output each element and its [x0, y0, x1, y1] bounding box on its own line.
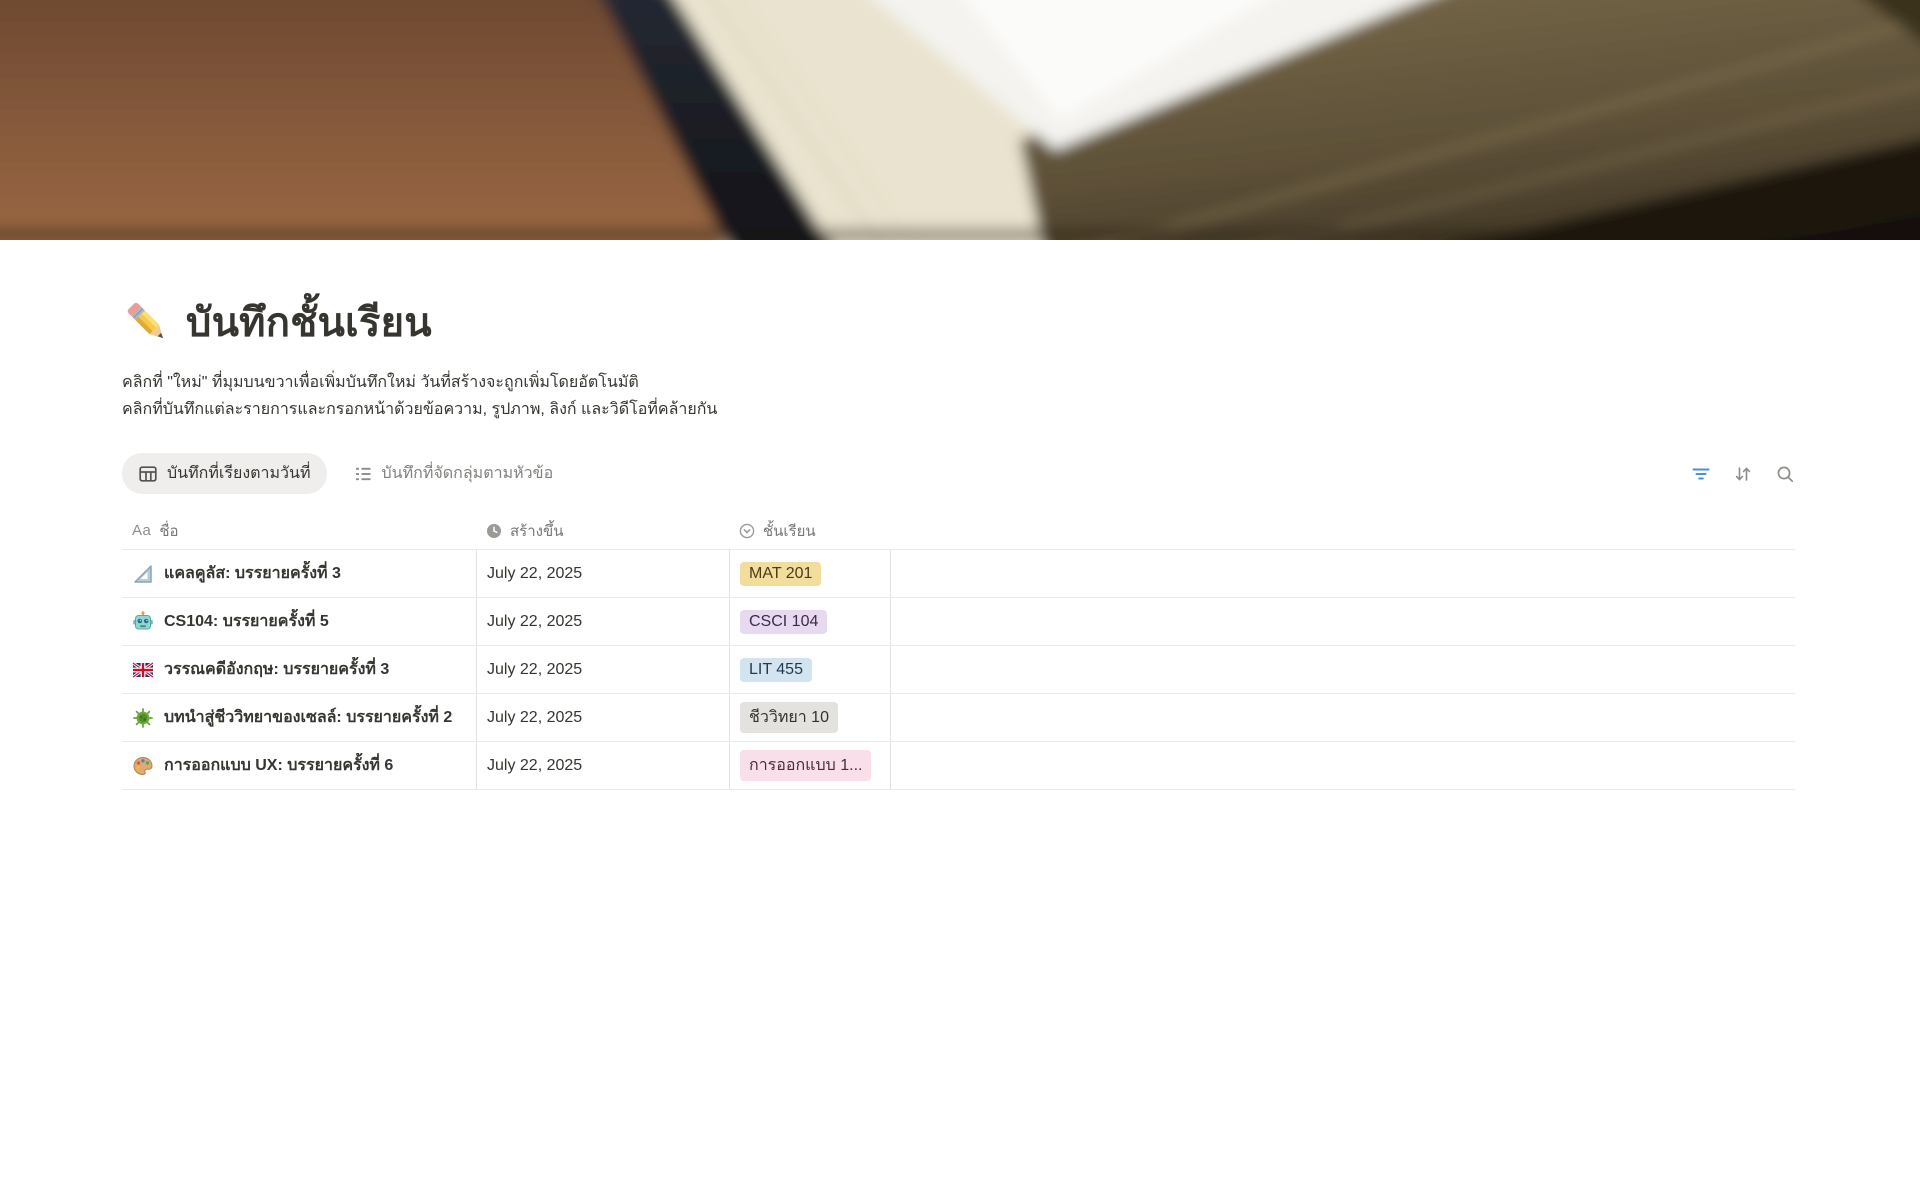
- empty-cell: [890, 742, 1795, 789]
- table-row: บทนำสู่ชีววิทยาของเซลล์: บรรยายครั้งที่ …: [122, 694, 1795, 742]
- column-header-class-label: ชั้นเรียน: [763, 522, 816, 540]
- table-view-icon: [139, 465, 157, 482]
- note-title: วรรณคดีอังกฤษ: บรรยายครั้งที่ 3: [164, 661, 390, 678]
- page-title-row: บันทึกชั้นเรียน: [122, 290, 1795, 354]
- view-tabs: บันทึกที่เรียงตามวันที่ บันทึกที่จัดกลุ่…: [122, 453, 569, 494]
- sort-icon[interactable]: [1733, 464, 1753, 484]
- table-row: การออกแบบ UX: บรรยายครั้งที่ 6 July 22, …: [122, 742, 1795, 790]
- table-row: แคลคูลัส: บรรยายครั้งที่ 3 July 22, 2025…: [122, 550, 1795, 598]
- class-badge[interactable]: LIT 455: [740, 657, 812, 682]
- toolbar-icons: [1691, 464, 1795, 484]
- triangle-ruler-icon: [134, 564, 152, 583]
- created-cell[interactable]: July 22, 2025: [476, 694, 729, 741]
- note-title: แคลคูลัส: บรรยายครั้งที่ 3: [164, 565, 341, 582]
- class-badge[interactable]: ชีววิทยา 10: [740, 702, 838, 733]
- created-cell[interactable]: July 22, 2025: [476, 646, 729, 693]
- class-cell[interactable]: LIT 455: [729, 646, 890, 693]
- palette-icon: [133, 756, 153, 775]
- page-title: บันทึกชั้นเรียน: [186, 301, 432, 345]
- note-title-cell[interactable]: วรรณคดีอังกฤษ: บรรยายครั้งที่ 3: [122, 646, 476, 693]
- tab-table-view-label: บันทึกที่เรียงตามวันที่: [167, 465, 311, 482]
- class-badge[interactable]: CSCI 104: [740, 609, 828, 634]
- class-cell[interactable]: ชีววิทยา 10: [729, 694, 890, 741]
- column-header-class[interactable]: ชั้นเรียน: [729, 512, 890, 549]
- page-description: คลิกที่ "ใหม่" ที่มุมบนขวาเพื่อเพิ่มบันท…: [122, 369, 1795, 423]
- pencil-icon: [127, 302, 164, 339]
- list-view-icon: [355, 467, 371, 480]
- created-cell[interactable]: July 22, 2025: [476, 550, 729, 597]
- table-header-row: Aa ชื่อ สร้างขึ้น ชั้นเรียน: [122, 512, 1795, 550]
- empty-cell: [890, 646, 1795, 693]
- table-row: วรรณคดีอังกฤษ: บรรยายครั้งที่ 3 July 22,…: [122, 646, 1795, 694]
- clock-icon: [487, 523, 501, 538]
- column-header-created[interactable]: สร้างขึ้น: [476, 512, 729, 549]
- note-title: CS104: บรรยายครั้งที่ 5: [164, 613, 329, 630]
- empty-cell: [890, 694, 1795, 741]
- description-line-1: คลิกที่ "ใหม่" ที่มุมบนขวาเพื่อเพิ่มบันท…: [122, 374, 639, 391]
- tab-list-view[interactable]: บันทึกที่จัดกลุ่มตามหัวข้อ: [337, 453, 570, 494]
- column-header-created-label: สร้างขึ้น: [510, 522, 564, 540]
- tab-list-view-label: บันทึกที่จัดกลุ่มตามหัวข้อ: [381, 465, 554, 482]
- book-photo-illustration: [0, 0, 1920, 240]
- created-cell[interactable]: July 22, 2025: [476, 742, 729, 789]
- class-cell[interactable]: การออกแบบ 1...: [729, 742, 890, 789]
- empty-cell: [890, 598, 1795, 645]
- notes-table: Aa ชื่อ สร้างขึ้น ชั้นเรียน: [122, 512, 1795, 790]
- uk-flag-icon: [132, 661, 154, 678]
- class-badge[interactable]: การออกแบบ 1...: [740, 750, 872, 781]
- note-title-cell[interactable]: CS104: บรรยายครั้งที่ 5: [122, 598, 476, 645]
- page-body: บันทึกชั้นเรียน คลิกที่ "ใหม่" ที่มุมบนข…: [0, 290, 1920, 790]
- column-header-name[interactable]: Aa ชื่อ: [122, 512, 476, 549]
- cover-image: [0, 0, 1920, 240]
- note-title: บทนำสู่ชีววิทยาของเซลล์: บรรยายครั้งที่ …: [164, 709, 453, 726]
- class-cell[interactable]: MAT 201: [729, 550, 890, 597]
- robot-icon: [133, 610, 153, 629]
- column-header-name-label: ชื่อ: [159, 522, 179, 540]
- created-cell[interactable]: July 22, 2025: [476, 598, 729, 645]
- note-title-cell[interactable]: แคลคูลัส: บรรยายครั้งที่ 3: [122, 550, 476, 597]
- text-type-icon: Aa: [132, 522, 152, 539]
- class-badge[interactable]: MAT 201: [740, 561, 822, 586]
- search-icon[interactable]: [1775, 464, 1795, 484]
- database-toolbar: บันทึกที่เรียงตามวันที่ บันทึกที่จัดกลุ่…: [122, 453, 1795, 494]
- filter-icon[interactable]: [1691, 464, 1711, 484]
- note-title-cell[interactable]: บทนำสู่ชีววิทยาของเซลล์: บรรยายครั้งที่ …: [122, 694, 476, 741]
- note-title: การออกแบบ UX: บรรยายครั้งที่ 6: [164, 757, 394, 774]
- table-row: CS104: บรรยายครั้งที่ 5 July 22, 2025 CS…: [122, 598, 1795, 646]
- empty-cell: [890, 550, 1795, 597]
- select-type-icon: [739, 523, 755, 538]
- description-line-2: คลิกที่บันทึกแต่ละรายการและกรอกหน้าด้วยข…: [122, 401, 718, 418]
- class-cell[interactable]: CSCI 104: [729, 598, 890, 645]
- note-title-cell[interactable]: การออกแบบ UX: บรรยายครั้งที่ 6: [122, 742, 476, 789]
- column-header-filler: [890, 512, 1795, 549]
- tab-table-view[interactable]: บันทึกที่เรียงตามวันที่: [122, 453, 327, 494]
- microbe-icon: [133, 707, 153, 728]
